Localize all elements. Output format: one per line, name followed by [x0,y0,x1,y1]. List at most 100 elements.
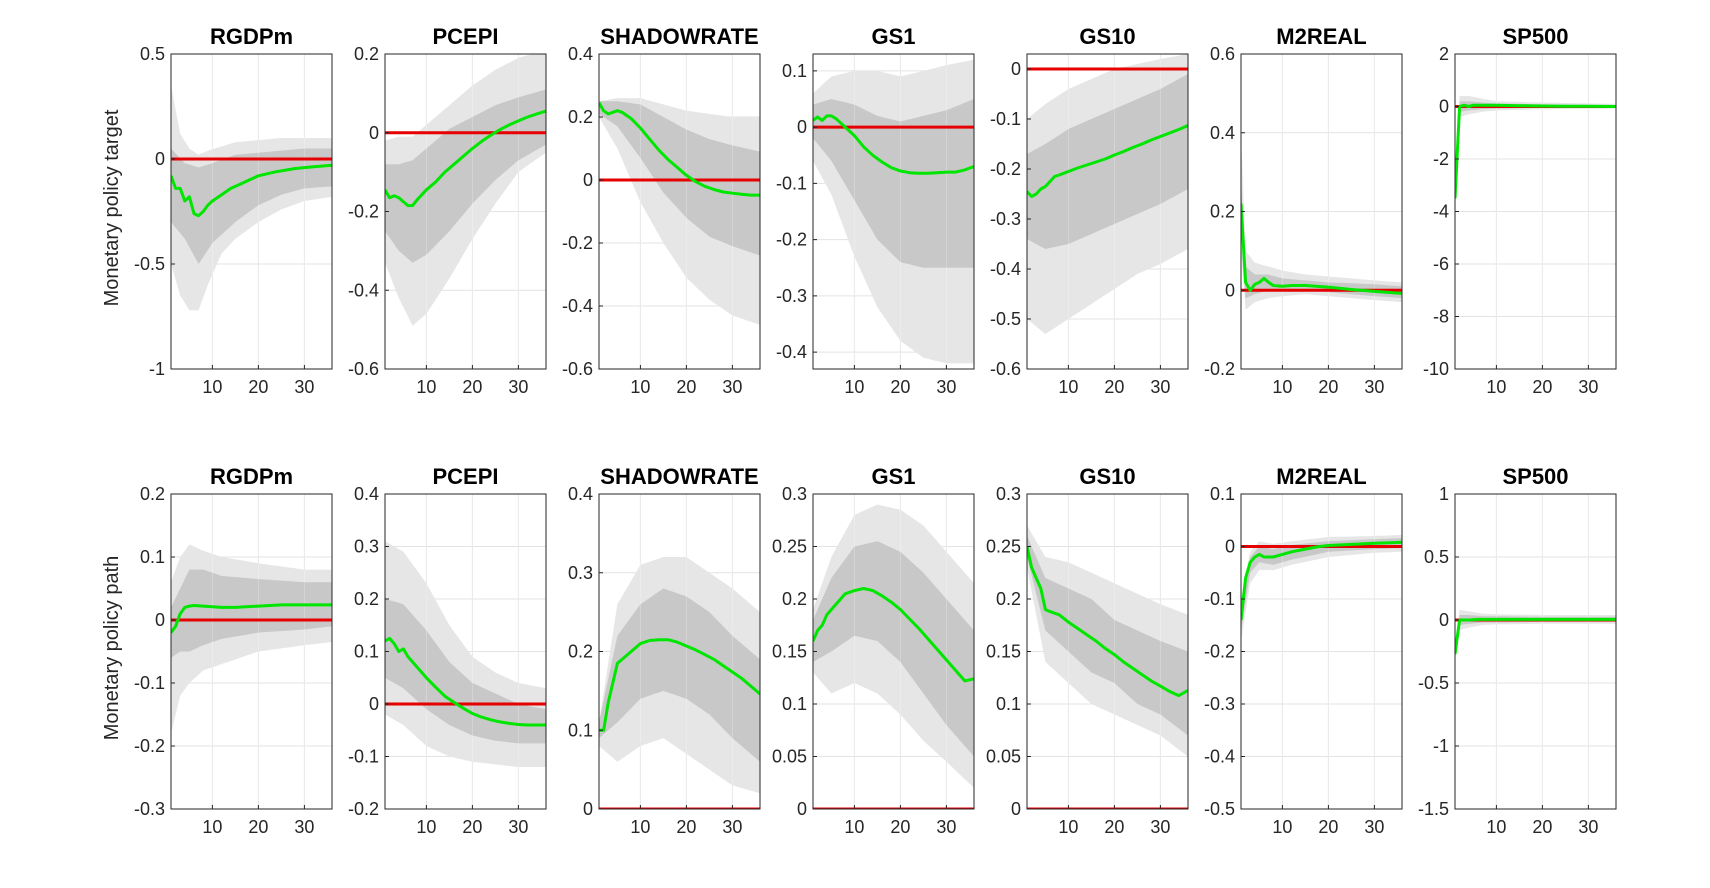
panel-1-0: 10 20 30 -0.3 -0.2 -0.1 0 0.1 0.2 RGDPm [134,464,333,837]
panel-0-4-response-line-0 [1027,124,1188,198]
panel-1-5-ytick-label: 0.1 [1210,484,1235,504]
panel-1-6: 10 20 30 -1.5 -1 -0.5 0 0.5 1 SP500 [1418,464,1617,837]
panel-0-3-ytick-label: -0.2 [776,230,807,250]
panel-1-5-title: M2REAL [1276,464,1366,489]
panel-0-4: 10 20 30 -0.6 -0.5 -0.4 -0.3 -0.2 -0.1 0 GS10 [990,24,1189,397]
panel-0-6-response-line-0 [1455,103,1616,199]
panel-1-2-xtick-label: 20 [676,817,696,837]
panel-1-4-inner-band [1027,536,1188,736]
panel-0-5-xtick-label: 30 [1364,377,1384,397]
panel-1-2-xtick-label: 10 [630,817,650,837]
panel-1-2-xtick-label: 30 [722,817,742,837]
panel-0-1-response-line-0 [385,109,546,208]
panel-1-3-ytick-label: 0.3 [782,484,807,504]
panel-1-2-ytick-label: 0 [583,799,593,819]
panel-1-4-response-line-0 [1027,546,1188,698]
panel-0-6-ytick-label: 0 [1439,97,1449,117]
panel-0-6-ytick-label: -4 [1433,202,1449,222]
panel-0-6-ytick-label: -8 [1433,307,1449,327]
panel-1-4-xtick-label: 10 [1058,817,1078,837]
panel-1-0-response-line-0 [171,603,332,634]
panel-0-4-ytick-label: -0.4 [990,259,1021,279]
panel-0-6-title: SP500 [1502,24,1568,49]
panel-0-5-ytick-label: -0.2 [1204,359,1235,379]
panel-1-3-ytick-label: 0.05 [772,747,807,767]
panel-1-0-plot-content [171,494,332,809]
panel-0-1: 10 20 30 -0.6 -0.4 -0.2 0 0.2 PCEPI [348,24,547,397]
panel-1-5-xtick-label: 30 [1364,817,1384,837]
panel-1-4-ytick-label: 0.3 [996,484,1021,504]
panel-1-1-xtick-label: 20 [462,817,482,837]
panel-0-4-xtick-label: 30 [1150,377,1170,397]
panel-1-2-ytick-label: 0.3 [568,563,593,583]
panel-1-1-ytick-label: 0.4 [354,484,379,504]
panel-0-3-title: GS1 [871,24,915,49]
panel-1-0-ytick-label: -0.2 [134,736,165,756]
panel-1-3-plot-content [813,494,974,809]
panel-1-6-outer-band [1455,609,1616,662]
panel-1-6-ytick-label: 1 [1439,484,1449,504]
panel-0-2-plot-content [599,54,760,369]
panel-1-6-xtick-label: 10 [1486,817,1506,837]
panel-0-1-ytick-label: -0.6 [348,359,379,379]
panel-0-3-response-line-0 [813,114,974,175]
panel-0-6: 10 20 30 -10 -8 -6 -4 -2 0 2 SP500 [1423,24,1617,397]
panel-1-5-xtick-label: 20 [1318,817,1338,837]
panel-1-6-ytick-label: 0.5 [1424,547,1449,567]
panel-0-5: 10 20 30 -0.2 0 0.2 0.4 0.6 M2REAL [1204,24,1403,397]
panel-0-0-ytick-label: 0 [155,149,165,169]
panel-0-4-ytick-label: -0.5 [990,309,1021,329]
panel-0-1-title: PCEPI [432,24,498,49]
panel-1-4-ytick-label: 0.1 [996,694,1021,714]
panel-0-0-ytick-label: 0.5 [140,44,165,64]
panel-0-5-inner-band [1241,180,1402,299]
panel-1-3-ytick-label: 0.15 [772,642,807,662]
panel-1-0-xtick-label: 30 [294,817,314,837]
panel-1-3-inner-band [813,541,974,757]
panel-1-5-xtick-label: 10 [1272,817,1292,837]
panel-0-4-axes-box [1026,53,1189,370]
panel-1-3-xtick-label: 20 [890,817,910,837]
panel-0-2-ytick-label: -0.6 [562,359,593,379]
panel-0-4-title: GS10 [1079,24,1135,49]
panel-0-3-inner-band [813,99,974,268]
panel-1-0-ytick-label: 0.2 [140,484,165,504]
panel-0-1-ytick-label: 0 [369,123,379,143]
panel-0-0-axes-box [170,53,333,370]
panel-0-4-ytick-label: -0.1 [990,109,1021,129]
panel-1-5-ytick-label: -0.5 [1204,799,1235,819]
panel-0-1-ytick-label: -0.4 [348,280,379,300]
panel-1-4-ytick-label: 0.25 [986,537,1021,557]
panel-0-4-xtick-label: 10 [1058,377,1078,397]
panel-0-5-ytick-label: 0 [1225,280,1235,300]
panel-1-1-ytick-label: 0.2 [354,589,379,609]
panel-1-4: 10 20 30 0 0.05 0.1 0.15 0.2 0.25 0.3 GS10 [986,464,1189,837]
panel-1-1-ytick-label: 0.3 [354,537,379,557]
panel-1-5-ytick-label: -0.3 [1204,694,1235,714]
panel-1-0-xtick-label: 20 [248,817,268,837]
panel-0-0: 10 20 30 -1 -0.5 0 0.5 RGDPm [134,24,333,397]
panel-0-2-axes-box [598,53,761,370]
panel-0-2-ytick-label: 0.2 [568,107,593,127]
panel-1-5-ytick-label: -0.1 [1204,589,1235,609]
panel-0-3-ytick-label: -0.1 [776,173,807,193]
panel-0-6-ytick-label: -6 [1433,254,1449,274]
panel-0-3-xtick-label: 20 [890,377,910,397]
panel-0-2-inner-band [599,101,760,256]
panel-1-6-title: SP500 [1502,464,1568,489]
panel-1-6-ytick-label: -0.5 [1418,673,1449,693]
panel-1-5-response-line-0 [1241,540,1402,621]
panel-0-0-response-line-0 [171,163,332,218]
panel-0-0-inner-band [171,148,332,264]
panel-1-1-ytick-label: 0 [369,694,379,714]
panel-1-6-response-line-0 [1455,617,1616,655]
panel-1-0-inner-band [171,569,332,658]
panel-0-6-ytick-label: -2 [1433,149,1449,169]
panel-0-6-xtick-label: 10 [1486,377,1506,397]
panel-1-6-plot-area [1455,494,1616,809]
panel-1-5-ytick-label: 0 [1225,537,1235,557]
panel-0-0-ytick-label: -0.5 [134,254,165,274]
row-label-monetary-policy-target: Monetary policy target [101,109,123,306]
panel-1-2-response-line-0 [599,638,760,732]
panel-0-5-ytick-label: 0.6 [1210,44,1235,64]
